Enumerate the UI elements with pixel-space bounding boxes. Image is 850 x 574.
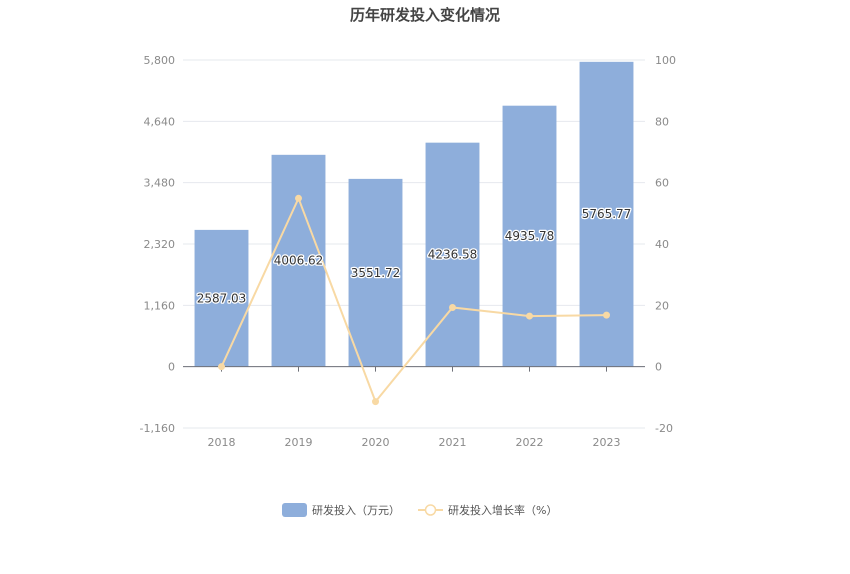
- bar-value-label: 4236.58: [428, 248, 478, 262]
- growth-point: [218, 363, 225, 371]
- left-y-axis: -1,160 0 1,160 2,320 3,480 4,640 5,800: [140, 54, 175, 435]
- x-axis-tick-label: 2019: [285, 436, 313, 449]
- bar: [502, 105, 557, 367]
- bar: [194, 229, 249, 367]
- bar-series: [194, 61, 634, 367]
- legend-bar-swatch: [282, 503, 307, 517]
- x-axis-tick-label: 2023: [593, 436, 621, 449]
- x-axis-tick-label: 2020: [362, 436, 390, 449]
- left-axis-tick-label: 4,640: [144, 115, 176, 128]
- bar: [271, 154, 326, 367]
- right-axis-tick-label: 40: [655, 238, 669, 251]
- bar-value-label: 3551.72: [351, 266, 401, 280]
- legend[interactable]: 研发投入（万元） 研发投入增长率（%）: [282, 503, 557, 517]
- right-axis-tick-label: 0: [655, 361, 662, 374]
- right-y-axis: -20 0 20 40 60 80 100: [655, 54, 676, 435]
- left-axis-tick-label: 3,480: [144, 177, 176, 190]
- legend-bar-label: 研发投入（万元）: [312, 503, 400, 517]
- left-axis-tick-label: 5,800: [144, 54, 176, 67]
- bar-value-labels: 2587.03 4006.62 3551.72 4236.58 4935.78 5765.…: [195, 206, 632, 307]
- legend-item-bar[interactable]: 研发投入（万元）: [282, 503, 400, 517]
- growth-line-series: [218, 194, 610, 406]
- chart-title: 历年研发投入变化情况: [350, 6, 500, 24]
- left-axis-tick-label: 2,320: [144, 238, 176, 251]
- right-axis-tick-label: 60: [655, 177, 669, 190]
- growth-point: [603, 311, 610, 319]
- x-axis-tick-label: 2018: [208, 436, 236, 449]
- legend-item-line[interactable]: 研发投入增长率（%）: [418, 503, 557, 517]
- x-axis-tick-label: 2022: [516, 436, 544, 449]
- growth-point: [295, 194, 302, 202]
- bar-value-label: 5765.77: [582, 207, 632, 221]
- growth-line: [220, 195, 607, 404]
- x-axis: 2018 2019 2020 2021 2022 2023: [208, 366, 621, 449]
- right-axis-tick-label: -20: [655, 422, 673, 435]
- legend-line-marker: [424, 504, 437, 516]
- legend-line-label: 研发投入增长率（%）: [448, 503, 557, 517]
- bar-value-label: 4006.62: [274, 254, 324, 268]
- x-axis-tick-label: 2021: [439, 436, 467, 449]
- growth-point: [449, 303, 456, 311]
- bar: [348, 178, 403, 367]
- grid-lines: [183, 59, 645, 429]
- left-axis-tick-label: -1,160: [140, 422, 175, 435]
- right-axis-tick-label: 20: [655, 299, 669, 312]
- left-axis-tick-label: 0: [168, 361, 175, 374]
- growth-point: [526, 312, 533, 320]
- bar-value-label: 2587.03: [197, 291, 247, 305]
- growth-point: [372, 398, 379, 406]
- right-axis-tick-label: 100: [655, 54, 676, 67]
- right-axis-tick-label: 80: [655, 115, 669, 128]
- left-axis-tick-label: 1,160: [144, 299, 176, 312]
- bar-value-label: 4935.78: [505, 229, 555, 243]
